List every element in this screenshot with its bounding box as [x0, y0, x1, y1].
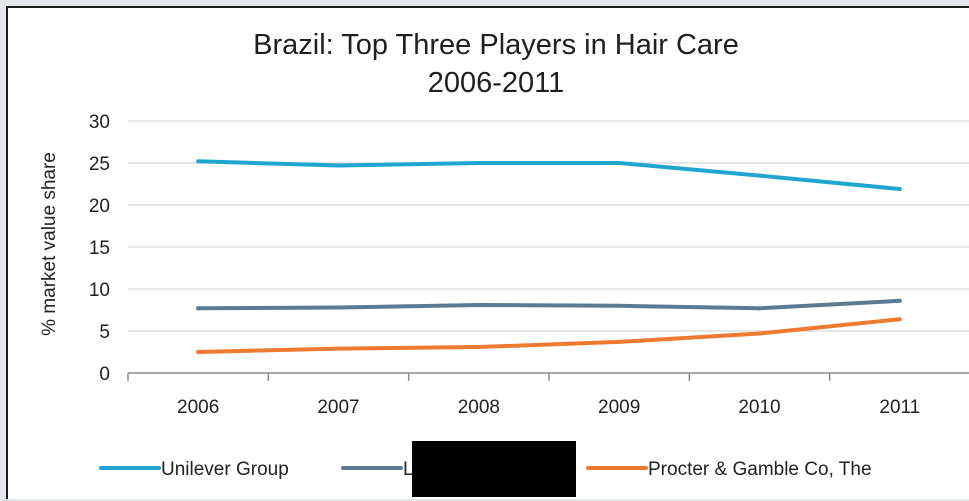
chart-title: Brazil: Top Three Players in Hair Care	[253, 29, 739, 61]
data-point	[476, 161, 481, 165]
x-tick-label: 2011	[879, 397, 920, 418]
y-tick-label: 20	[89, 196, 110, 217]
data-point	[336, 163, 341, 168]
line-chart: Brazil: Top Three Players in Hair Care 2…	[39, 29, 969, 497]
data-point	[196, 159, 201, 164]
data-point	[196, 350, 201, 354]
y-tick-label: 10	[89, 280, 110, 301]
chart-subtitle: 2006-2011	[428, 67, 565, 99]
legend-label: L	[403, 459, 414, 480]
data-point	[476, 344, 481, 349]
data-point	[196, 306, 201, 311]
x-tick-label: 2009	[598, 397, 640, 418]
data-point	[476, 302, 481, 307]
x-tick-label: 2007	[317, 397, 359, 418]
data-point	[897, 317, 902, 322]
data-point	[617, 339, 622, 344]
redaction-box	[412, 441, 576, 497]
series-line-1	[196, 159, 902, 191]
x-tick-label: 2006	[177, 397, 219, 418]
legend-label: Unilever Group	[161, 459, 289, 480]
data-point	[617, 161, 622, 165]
legend: Unilever Group L Procter & Gamble Co, The	[99, 459, 872, 480]
y-axis-ticks: 0 5 10 15 20 25 30	[89, 112, 110, 385]
series-line-2	[196, 298, 902, 311]
y-tick-label: 25	[89, 154, 110, 175]
legend-label: Procter & Gamble Co, The	[648, 459, 872, 480]
data-point	[897, 298, 902, 303]
data-point	[757, 173, 762, 178]
y-tick-label: 0	[99, 364, 110, 385]
chart-frame: Brazil: Top Three Players in Hair Care 2…	[6, 6, 969, 499]
data-point	[336, 346, 341, 351]
x-axis: 2006 2007 2008 2009 2010 2011	[127, 372, 969, 418]
series-lines	[196, 159, 902, 354]
data-point	[897, 187, 902, 192]
y-tick-label: 30	[89, 112, 110, 133]
data-point	[336, 305, 341, 310]
data-point	[757, 331, 762, 336]
x-tick-label: 2010	[738, 397, 780, 418]
gridlines	[128, 120, 969, 332]
x-tick-label: 2008	[458, 397, 500, 418]
y-axis-label: % market value share	[39, 152, 60, 336]
series-line-3	[196, 317, 902, 354]
data-point	[617, 303, 622, 308]
y-tick-label: 15	[89, 238, 110, 259]
y-tick-label: 5	[99, 322, 110, 343]
data-point	[757, 306, 762, 311]
